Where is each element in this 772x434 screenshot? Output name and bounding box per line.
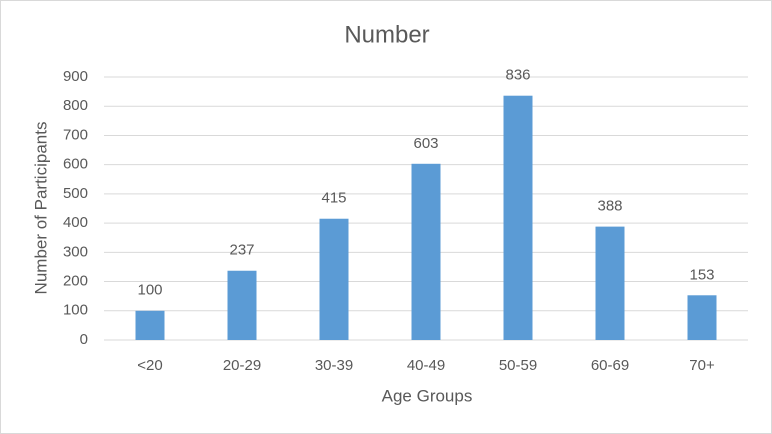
y-tick-label: 400 [63, 214, 88, 231]
x-tick-label: 60-69 [591, 357, 629, 374]
y-tick-label: 300 [63, 243, 88, 260]
x-tick-label: 40-49 [407, 357, 445, 374]
x-tick-label: 70+ [689, 357, 715, 374]
y-tick-label: 0 [80, 331, 88, 348]
data-label: 603 [413, 135, 438, 152]
bar [411, 163, 441, 340]
data-label: 153 [689, 266, 714, 283]
y-tick-label: 600 [63, 156, 88, 173]
y-tick-label: 500 [63, 185, 88, 202]
chart-title: Number [344, 21, 429, 48]
bar [319, 218, 349, 340]
data-label: 388 [597, 198, 622, 215]
y-tick-label: 900 [63, 68, 88, 85]
y-tick-label: 200 [63, 273, 88, 290]
bar [135, 310, 165, 340]
y-tick-label: 100 [63, 302, 88, 319]
y-tick-label: 800 [63, 97, 88, 114]
y-axis-label: Number of Participants [31, 122, 50, 295]
y-tick-label: 700 [63, 126, 88, 143]
bar [687, 295, 717, 340]
bar [503, 95, 533, 340]
x-tick-label: 50-59 [499, 357, 537, 374]
bar [595, 226, 625, 340]
x-tick-label: <20 [137, 357, 162, 374]
x-tick-label: 30-39 [315, 357, 353, 374]
data-label: 836 [505, 67, 530, 84]
bar [227, 270, 257, 340]
data-label: 237 [229, 242, 254, 259]
x-tick-label: 20-29 [223, 357, 261, 374]
x-axis-label: Age Groups [382, 386, 473, 405]
data-label: 100 [137, 282, 162, 299]
data-label: 415 [321, 190, 346, 207]
